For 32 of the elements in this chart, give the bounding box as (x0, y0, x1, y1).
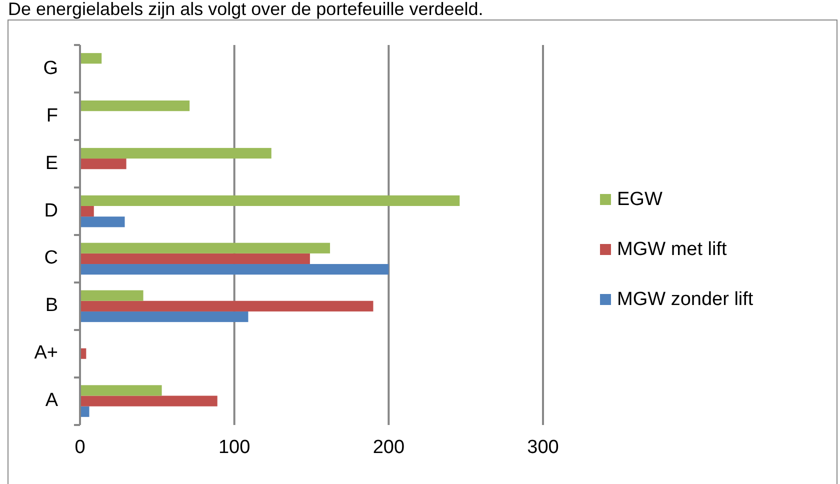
bar (80, 396, 218, 406)
bar (80, 216, 125, 228)
y-tick-label: A+ (34, 342, 58, 364)
x-tick-label: 0 (74, 437, 86, 458)
y-tick-label: D (44, 200, 58, 222)
bar (80, 158, 126, 170)
legend-label: MGW met lift (617, 239, 728, 260)
bar (80, 311, 248, 322)
legend-label: EGW (617, 189, 662, 210)
bar (80, 148, 272, 159)
legend-label: MGW zonder lift (617, 289, 754, 310)
bar (80, 264, 389, 275)
bar (80, 206, 94, 217)
bar (80, 100, 190, 112)
y-tick-label: B (45, 295, 58, 316)
x-tick-label: 300 (527, 437, 559, 458)
bar (80, 195, 460, 206)
y-tick-label: C (44, 248, 58, 269)
bar (80, 385, 162, 396)
x-tick-label: 200 (372, 437, 405, 458)
bar (80, 253, 310, 264)
y-tick-label: E (45, 152, 58, 174)
bar (80, 242, 330, 254)
x-tick-label: 100 (218, 437, 250, 458)
y-tick-label: G (43, 58, 58, 79)
bar (80, 53, 102, 64)
y-tick-label: A (45, 390, 58, 412)
chart-title: De energielabels zijn als volgt over de portefeuille verdeeld. (8, 0, 484, 19)
bar (80, 300, 374, 312)
bar (80, 406, 90, 417)
bar (80, 290, 144, 301)
y-tick-label: F (46, 105, 58, 126)
